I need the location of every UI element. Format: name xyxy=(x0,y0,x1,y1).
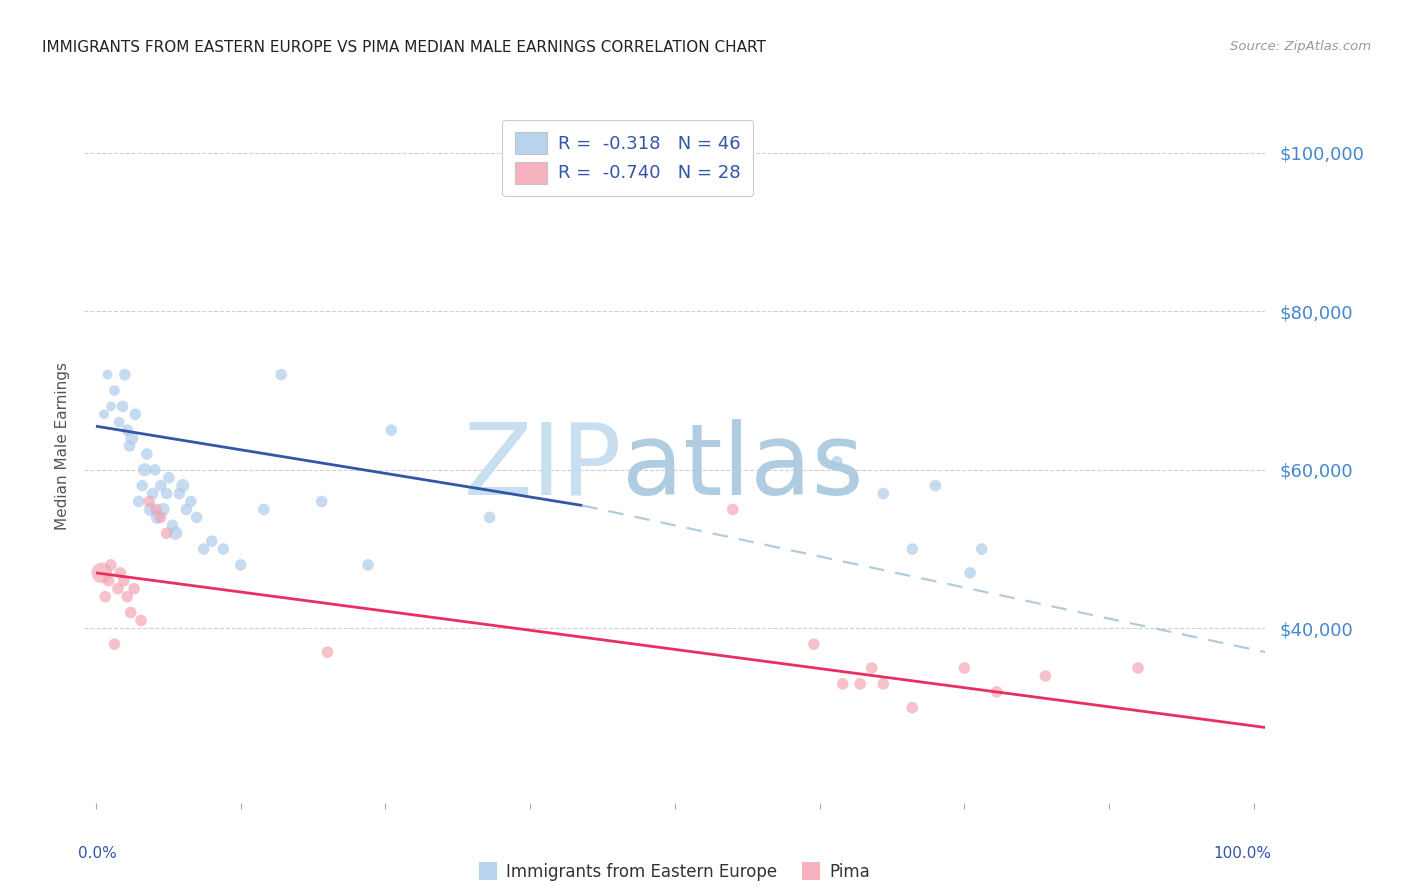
Point xyxy=(135,447,157,461)
Point xyxy=(100,558,122,572)
Point xyxy=(165,526,187,541)
Point xyxy=(138,494,160,508)
Point xyxy=(114,368,136,382)
Point xyxy=(122,582,145,596)
Point xyxy=(108,415,131,429)
Text: ZIP: ZIP xyxy=(464,419,621,516)
Point xyxy=(124,407,146,421)
Legend: Immigrants from Eastern Europe, Pima: Immigrants from Eastern Europe, Pima xyxy=(472,856,877,888)
Point xyxy=(155,486,177,500)
Point xyxy=(103,384,125,398)
Point xyxy=(872,677,894,691)
Point xyxy=(118,439,141,453)
Point xyxy=(134,463,156,477)
Point xyxy=(90,566,112,580)
Y-axis label: Median Male Earnings: Median Male Earnings xyxy=(55,362,70,530)
Point xyxy=(229,558,252,572)
Point xyxy=(97,574,120,588)
Point xyxy=(172,478,194,492)
Point xyxy=(115,590,138,604)
Point xyxy=(111,400,134,414)
Point xyxy=(174,502,197,516)
Point xyxy=(212,542,235,557)
Point xyxy=(872,486,894,500)
Text: 100.0%: 100.0% xyxy=(1213,846,1271,861)
Point xyxy=(129,614,152,628)
Point xyxy=(169,486,191,500)
Point xyxy=(970,542,993,557)
Point xyxy=(860,661,883,675)
Point xyxy=(139,502,162,516)
Point xyxy=(986,685,1008,699)
Point xyxy=(149,478,172,492)
Point xyxy=(253,502,276,516)
Point xyxy=(316,645,339,659)
Point xyxy=(478,510,501,524)
Point xyxy=(157,471,180,485)
Point xyxy=(953,661,976,675)
Point xyxy=(193,542,215,557)
Text: Source: ZipAtlas.com: Source: ZipAtlas.com xyxy=(1230,40,1371,54)
Point xyxy=(380,423,402,437)
Point xyxy=(959,566,981,580)
Point xyxy=(311,494,333,508)
Point xyxy=(901,542,924,557)
Point xyxy=(186,510,208,524)
Point xyxy=(110,566,132,580)
Point xyxy=(121,431,143,445)
Point xyxy=(270,368,292,382)
Point xyxy=(803,637,825,651)
Point xyxy=(357,558,380,572)
Point xyxy=(100,400,122,414)
Point xyxy=(162,518,184,533)
Point xyxy=(924,478,946,492)
Point xyxy=(142,486,165,500)
Point xyxy=(146,510,169,524)
Point xyxy=(96,368,118,382)
Point xyxy=(145,502,167,516)
Point xyxy=(825,455,848,469)
Point xyxy=(831,677,853,691)
Point xyxy=(1126,661,1149,675)
Text: 0.0%: 0.0% xyxy=(79,846,117,861)
Point xyxy=(155,526,177,541)
Point xyxy=(93,407,115,421)
Point xyxy=(849,677,872,691)
Point xyxy=(152,502,174,516)
Point xyxy=(112,574,135,588)
Point xyxy=(120,606,142,620)
Point xyxy=(107,582,129,596)
Point xyxy=(131,478,153,492)
Point xyxy=(901,700,924,714)
Point xyxy=(115,423,138,437)
Point xyxy=(103,637,125,651)
Point xyxy=(201,534,224,549)
Point xyxy=(1035,669,1057,683)
Point xyxy=(128,494,150,508)
Text: IMMIGRANTS FROM EASTERN EUROPE VS PIMA MEDIAN MALE EARNINGS CORRELATION CHART: IMMIGRANTS FROM EASTERN EUROPE VS PIMA M… xyxy=(42,40,766,55)
Point xyxy=(180,494,202,508)
Point xyxy=(143,463,166,477)
Point xyxy=(94,590,117,604)
Point xyxy=(149,510,172,524)
Text: atlas: atlas xyxy=(621,419,863,516)
Point xyxy=(721,502,744,516)
